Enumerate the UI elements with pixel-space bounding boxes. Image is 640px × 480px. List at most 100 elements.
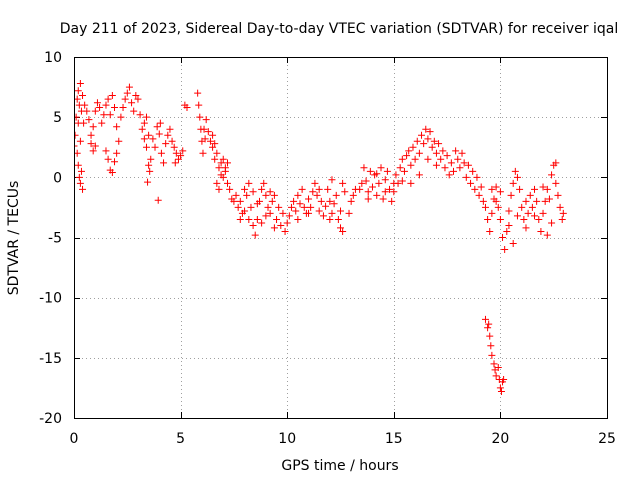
data-point: [75, 173, 83, 181]
data-point: [89, 147, 97, 155]
data-point: [281, 227, 289, 235]
data-point: [213, 179, 221, 187]
data-point: [77, 167, 85, 175]
data-point: [324, 185, 332, 193]
data-point: [362, 177, 370, 185]
data-point: [211, 140, 219, 148]
data-point: [226, 185, 234, 193]
data-point: [123, 89, 131, 97]
data-point: [145, 131, 153, 139]
data-point: [270, 191, 278, 199]
data-point: [449, 167, 457, 175]
data-point: [409, 143, 417, 151]
data-point: [230, 197, 238, 205]
data-point: [390, 188, 398, 196]
data-point: [174, 155, 182, 163]
data-point: [407, 161, 415, 169]
data-point: [500, 375, 508, 383]
data-point: [522, 197, 530, 205]
data-point: [364, 188, 372, 196]
data-point: [424, 155, 432, 163]
data-point: [249, 221, 257, 229]
data-point: [326, 215, 334, 223]
data-point: [294, 215, 302, 223]
data-point: [266, 188, 274, 196]
data-point: [79, 185, 87, 193]
data-point: [415, 149, 423, 157]
data-point: [386, 185, 394, 193]
data-point: [300, 203, 308, 211]
data-point: [275, 203, 283, 211]
data-point: [396, 164, 404, 172]
data-point: [526, 191, 534, 199]
data-point: [172, 149, 180, 157]
data-point: [458, 149, 466, 157]
data-point: [383, 167, 391, 175]
data-point: [494, 363, 502, 371]
plot-frame: [74, 57, 608, 419]
data-point: [341, 188, 349, 196]
data-point: [132, 92, 140, 100]
data-point: [199, 149, 207, 157]
data-point: [537, 227, 545, 235]
data-series-sdtvar: [74, 79, 567, 396]
data-point: [115, 137, 123, 145]
data-point: [201, 135, 209, 143]
data-point: [477, 183, 485, 191]
data-point: [426, 128, 434, 136]
data-point: [307, 203, 315, 211]
x-tick-label: 20: [491, 431, 509, 447]
data-point: [492, 372, 500, 380]
data-point: [471, 185, 479, 193]
data-point: [533, 197, 541, 205]
data-point: [160, 159, 168, 167]
data-point: [154, 196, 162, 204]
y-axis-title: SDTVAR / TECUs: [6, 181, 22, 296]
data-point: [81, 101, 89, 109]
data-point: [349, 191, 357, 199]
data-point: [142, 143, 150, 151]
data-point: [467, 179, 475, 187]
data-point: [251, 231, 259, 239]
data-point: [485, 320, 493, 328]
data-point: [125, 83, 133, 91]
data-point: [106, 111, 114, 119]
data-point: [196, 113, 204, 121]
data-point: [140, 119, 148, 127]
y-tick-label: -20: [39, 411, 62, 427]
data-point: [83, 107, 91, 115]
data-point: [108, 169, 116, 177]
data-point: [166, 125, 174, 133]
data-point: [315, 207, 323, 215]
data-point: [556, 203, 564, 211]
data-point: [413, 137, 421, 145]
data-point: [111, 104, 119, 112]
data-point: [258, 219, 266, 227]
data-point: [398, 155, 406, 163]
data-point: [100, 111, 108, 119]
data-point: [195, 101, 203, 109]
data-point: [473, 173, 481, 181]
data-point: [379, 195, 387, 203]
data-point: [539, 183, 547, 191]
data-point: [373, 191, 381, 199]
data-point: [113, 149, 121, 157]
data-point: [147, 155, 155, 163]
data-point: [258, 185, 266, 193]
data-point: [339, 179, 347, 187]
data-point: [505, 221, 513, 229]
data-point: [454, 155, 462, 163]
data-point: [435, 140, 443, 148]
data-point: [91, 107, 99, 115]
data-point: [157, 149, 165, 157]
data-point: [102, 147, 110, 155]
data-point: [368, 183, 376, 191]
data-point: [381, 188, 389, 196]
data-point: [503, 227, 511, 235]
data-point: [98, 119, 106, 127]
data-point: [215, 164, 223, 172]
data-point: [234, 203, 242, 211]
data-point: [520, 215, 528, 223]
data-point: [224, 179, 232, 187]
data-point: [484, 215, 492, 223]
